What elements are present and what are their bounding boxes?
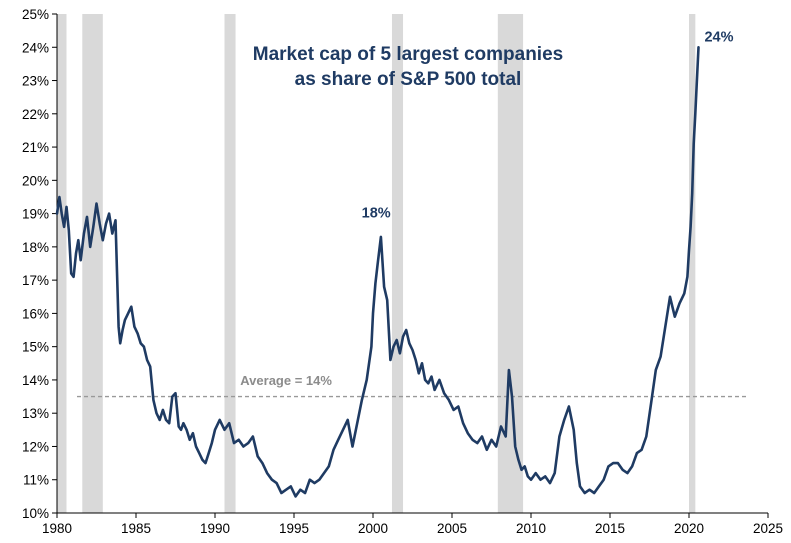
y-tick-label: 24%: [22, 40, 49, 55]
y-tick-label: 14%: [22, 373, 49, 388]
x-tick-label: 2005: [437, 521, 467, 536]
recession-band-3: [391, 14, 404, 513]
x-tick-label: 2020: [674, 521, 704, 536]
recession-band-2: [224, 14, 236, 513]
y-tick-label: 23%: [22, 74, 49, 89]
x-tick-label: 2000: [358, 521, 388, 536]
x-tick-label: 2025: [753, 521, 783, 536]
y-tick-label: 11%: [23, 473, 49, 488]
recession-band-0: [57, 14, 67, 513]
x-tick-label: 1985: [121, 521, 151, 536]
labels: 18% 24%: [362, 29, 734, 221]
y-tick-label: 12%: [22, 439, 49, 454]
recession-bands: [57, 14, 696, 513]
chart-title-line-1: Market cap of 5 largest companies: [253, 44, 563, 65]
y-tick-label: 20%: [22, 173, 49, 188]
axes: 10% 11% 12% 13% 14% 15% 16% 17% 18% 19% 20% 21% 22% 2…: [22, 7, 783, 536]
recession-band-1: [82, 14, 103, 513]
y-tick-label: 10%: [22, 506, 49, 521]
peak-annotation: 24%: [704, 29, 733, 45]
x-tick-label: 2015: [595, 521, 625, 536]
series-line: [55, 46, 700, 498]
y-tick-label: 25%: [22, 7, 49, 22]
y-tick-label: 22%: [22, 107, 49, 122]
y-tick-label: 16%: [22, 306, 49, 321]
y-tick-label: 13%: [22, 406, 49, 421]
x-tick-label: 1980: [42, 521, 72, 536]
x-tick-label: 2010: [516, 521, 546, 536]
recession-band-5: [689, 14, 696, 513]
x-tick-label: 1995: [279, 521, 309, 536]
y-tick-label: 19%: [22, 207, 49, 222]
average-label: Average = 14%: [240, 373, 332, 388]
y-tick-label: 21%: [22, 140, 49, 155]
chart-title-line-2: as share of S&P 500 total: [295, 69, 522, 90]
x-tick-label: 1990: [200, 521, 230, 536]
peak-annotation: 18%: [362, 206, 391, 222]
y-tick-label: 18%: [22, 240, 49, 255]
y-tick-label: 15%: [22, 340, 49, 355]
y-tick-label: 17%: [22, 273, 49, 288]
